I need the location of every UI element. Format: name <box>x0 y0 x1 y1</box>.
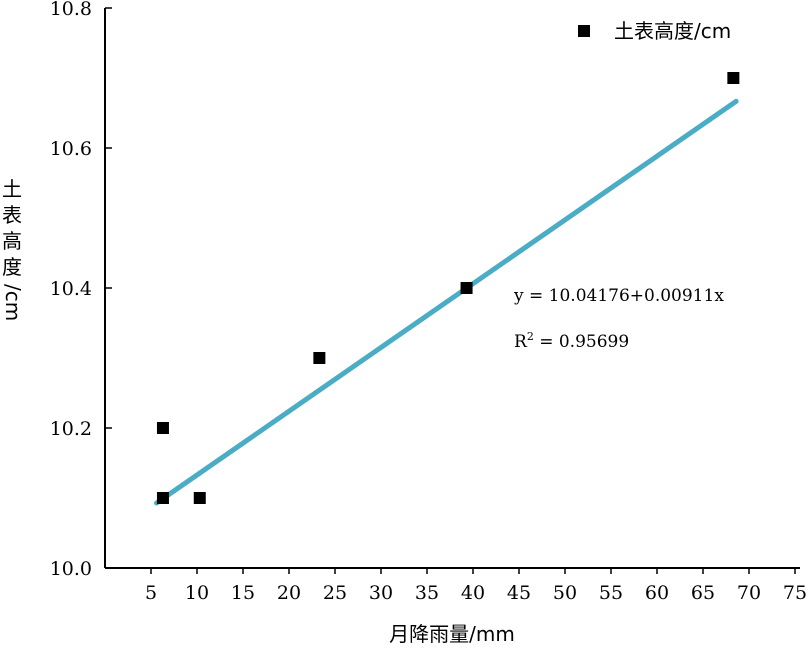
data-point <box>156 422 169 434</box>
y-tick-label: 10.2 <box>50 418 92 440</box>
x-tick-label: 30 <box>369 582 393 604</box>
legend-marker-square <box>578 25 590 37</box>
legend: 土表高度/cm <box>578 19 731 43</box>
x-tick-label: 75 <box>783 582 807 604</box>
x-axis-title: 月降雨量/mm <box>389 622 515 646</box>
x-tick-label: 20 <box>277 582 301 604</box>
x-tick-label: 60 <box>645 582 669 604</box>
y-axis-title-char: 表 <box>2 203 22 227</box>
x-tick-label: 10 <box>185 582 209 604</box>
fit-equation: y = 10.04176+0.00911x <box>513 286 724 306</box>
x-tick-label: 15 <box>231 582 255 604</box>
regression-line <box>154 98 739 506</box>
data-point <box>156 492 169 504</box>
x-tick-label: 25 <box>323 582 347 604</box>
r-squared-value: = 0.95699 <box>534 332 629 352</box>
y-tick-label: 10.8 <box>50 0 92 20</box>
x-tick-label: 5 <box>145 582 157 604</box>
r-squared: R2 = 0.95699 <box>514 330 629 352</box>
x-tick-label: 35 <box>415 582 439 604</box>
data-point <box>460 282 473 294</box>
data-points <box>156 72 740 504</box>
data-point <box>727 72 740 84</box>
x-tick-label: 50 <box>553 582 577 604</box>
data-point <box>313 352 326 364</box>
legend-label: 土表高度/cm <box>614 19 731 43</box>
y-axis-title-char: 高 <box>2 229 22 253</box>
x-tick-label: 55 <box>599 582 623 604</box>
x-tick-label: 40 <box>461 582 485 604</box>
x-tick-label: 70 <box>737 582 761 604</box>
r-squared-superscript: 2 <box>527 330 534 343</box>
y-tick-label: 10.4 <box>50 278 92 300</box>
y-axis-title: 土表高度 <box>2 177 22 279</box>
y-axis-ticks: 10.0 10.2 10.4 10.6 10.8 <box>50 0 112 580</box>
data-point <box>193 492 206 504</box>
x-tick-label: 65 <box>691 582 715 604</box>
x-tick-label: 45 <box>507 582 531 604</box>
x-axis-ticks: 5 10 15 20 25 30 35 40 45 50 55 60 65 70 75 <box>145 568 807 604</box>
y-axis-title-char: 度 <box>2 255 22 279</box>
y-tick-label: 10.0 <box>50 558 92 580</box>
y-axis-title-unit: /cm <box>1 284 25 321</box>
y-tick-label: 10.6 <box>50 138 92 160</box>
r-squared-base: R <box>514 332 528 352</box>
y-axis-title-char: 土 <box>2 177 22 201</box>
